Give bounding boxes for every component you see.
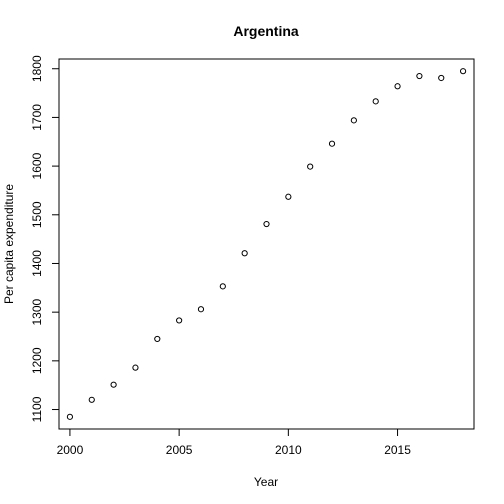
x-axis-label: Year — [254, 475, 278, 489]
x-tick-label: 2005 — [166, 443, 193, 457]
data-point — [285, 193, 292, 200]
plot-area-frame — [58, 58, 475, 430]
y-tick-label: 1800 — [30, 55, 44, 82]
data-point — [328, 140, 336, 147]
data-point — [394, 83, 401, 90]
x-tick-label: 2010 — [275, 443, 302, 457]
y-tick-label: 1400 — [30, 250, 44, 277]
data-point — [110, 381, 117, 388]
y-tick-label: 1200 — [30, 347, 44, 374]
data-point — [350, 117, 357, 124]
data-point — [88, 396, 95, 403]
y-tick-label: 1600 — [30, 152, 44, 179]
y-tick-label: 1100 — [30, 396, 44, 422]
data-point — [416, 72, 423, 80]
y-axis: 1100 1200 1300 1400 1500 1600 1700 1800 — [30, 55, 60, 422]
data-point — [372, 98, 379, 105]
chart-title: Argentina — [233, 23, 299, 39]
data-point — [459, 68, 467, 75]
y-tick-label: 1300 — [30, 298, 44, 325]
x-tick-label: 2015 — [384, 443, 411, 457]
y-tick-label: 1700 — [30, 104, 44, 131]
y-tick-label: 1500 — [30, 201, 44, 228]
data-point — [176, 317, 183, 324]
data-point — [438, 74, 445, 82]
data-point — [219, 283, 226, 290]
data-point — [132, 364, 139, 371]
y-axis-label: Per capita expenditure — [2, 184, 16, 304]
x-tick-label: 2000 — [57, 443, 84, 457]
data-point — [154, 335, 161, 343]
data-point — [66, 413, 74, 420]
data-point — [241, 250, 248, 257]
x-axis: 2000 2005 2010 2015 — [57, 428, 411, 457]
data-point — [197, 306, 205, 313]
data-point — [263, 220, 270, 228]
data-points — [66, 68, 467, 420]
data-point — [307, 163, 314, 170]
